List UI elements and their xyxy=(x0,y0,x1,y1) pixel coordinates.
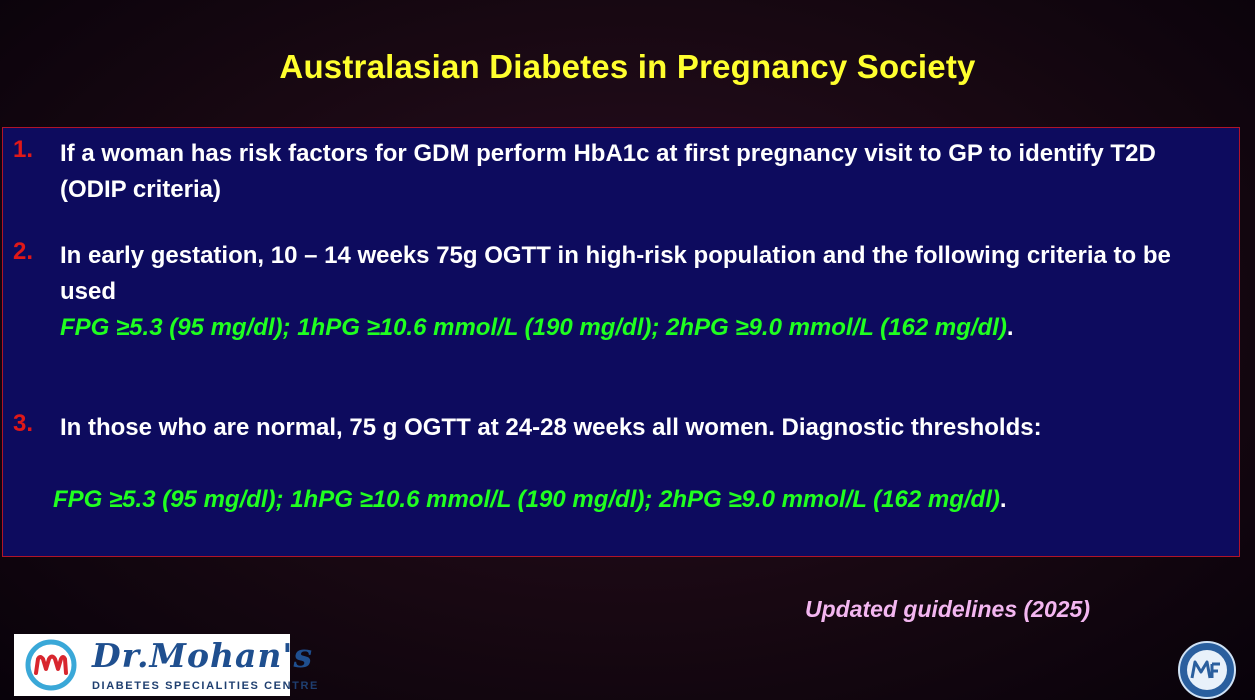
diagnostic-criteria: FPG ≥5.3 (95 mg/dl); 1hPG ≥10.6 mmol/L (… xyxy=(60,310,1014,346)
item-number: 1. xyxy=(13,136,34,163)
dr-mohans-logo: Dr.Mohan's DIABETES SPECIALITIES CENTRE xyxy=(14,634,317,696)
mdrf-seal-logo-icon xyxy=(1178,641,1236,699)
criteria-period: . xyxy=(1006,314,1014,341)
updated-guidelines-note: Updated guidelines (2025) xyxy=(805,596,1091,622)
slide-title: Australasian Diabetes in Pregnancy Socie… xyxy=(279,48,976,85)
m-circle-logo-icon xyxy=(25,639,77,691)
content-panel: 1. If a woman has risk factors for GDM p… xyxy=(2,127,1240,557)
criteria-period: . xyxy=(999,486,1007,513)
item-number: 2. xyxy=(13,238,34,265)
criteria-text: FPG ≥5.3 (95 mg/dl); 1hPG ≥10.6 mmol/L (… xyxy=(53,486,1000,513)
item-text: If a woman has risk factors for GDM perf… xyxy=(60,140,1156,203)
item-text: In those who are normal, 75 g OGTT at 24… xyxy=(60,414,1042,441)
item-text: In early gestation, 10 – 14 weeks 75g OG… xyxy=(60,242,1171,305)
item-number: 3. xyxy=(13,410,34,437)
criteria-text: FPG ≥5.3 (95 mg/dl); 1hPG ≥10.6 mmol/L (… xyxy=(60,314,1007,341)
diagnostic-criteria: FPG ≥5.3 (95 mg/dl); 1hPG ≥10.6 mmol/L (… xyxy=(53,482,1007,518)
logo-subtitle: DIABETES SPECIALITIES CENTRE xyxy=(92,680,319,692)
logo-brand-text: Dr.Mohan's xyxy=(92,636,314,675)
